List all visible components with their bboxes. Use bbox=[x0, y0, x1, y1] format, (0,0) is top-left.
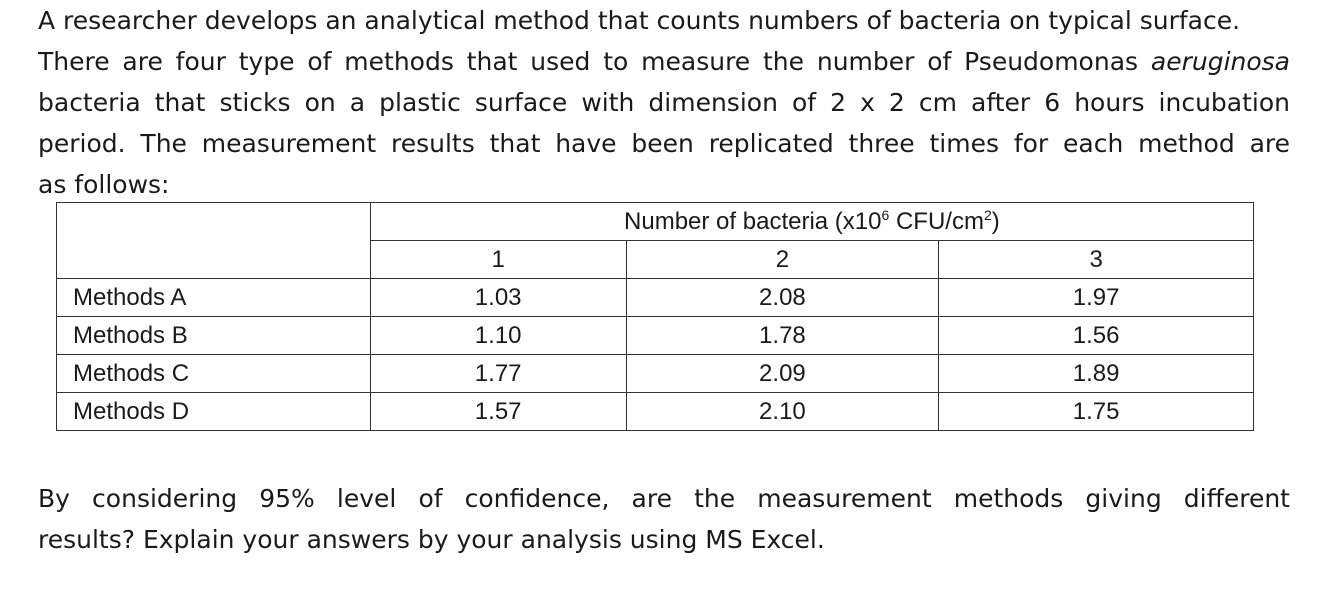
table-cell: 1.97 bbox=[938, 278, 1254, 317]
table-cell: 1.10 bbox=[369, 316, 627, 355]
replicate-header: 1 bbox=[369, 240, 627, 279]
table-row: Methods A 1.03 2.08 1.97 bbox=[56, 278, 1254, 317]
table-cell: 1.78 bbox=[625, 316, 940, 355]
table-cell: 1.57 bbox=[369, 392, 627, 431]
table-cell: 2.08 bbox=[625, 278, 940, 317]
species-name-italic: aeruginosa bbox=[1150, 47, 1290, 76]
header-unit: CFU/cm bbox=[889, 207, 984, 235]
intro-line-2: There are four type of methods that used… bbox=[38, 41, 1290, 82]
table-cell: 1.56 bbox=[938, 316, 1254, 355]
table-row: Methods C 1.77 2.09 1.89 bbox=[56, 354, 1254, 393]
question-text: By considering 95% level of confidence, … bbox=[38, 478, 1290, 560]
bacteria-count-table: Number of bacteria (x106 CFU/cm2) 1 2 3 … bbox=[56, 202, 1255, 431]
replicate-header: 3 bbox=[938, 240, 1254, 279]
problem-statement: A researcher develops an analytical meth… bbox=[38, 0, 1290, 205]
intro-line-1: A researcher develops an analytical meth… bbox=[38, 6, 1241, 35]
table-cell: 1.77 bbox=[369, 354, 627, 393]
table-cell: 2.09 bbox=[625, 354, 940, 393]
intro-line-4: period. The measurement results that hav… bbox=[38, 129, 1290, 158]
method-label: Methods B bbox=[56, 316, 371, 355]
intro-line-2-text: There are four type of methods that used… bbox=[38, 47, 1151, 76]
method-label: Methods A bbox=[56, 278, 371, 317]
table-header-row: Number of bacteria (x106 CFU/cm2) bbox=[56, 202, 1255, 279]
table-replicate-row: 1 2 3 bbox=[57, 240, 1254, 279]
table-cell: 1.89 bbox=[938, 354, 1254, 393]
header-suffix: ) bbox=[991, 207, 1000, 235]
header-prefix: Number of bacteria (x10 bbox=[624, 207, 882, 235]
table-row: Methods D 1.57 2.10 1.75 bbox=[56, 392, 1254, 431]
table-header-title: Number of bacteria (x106 CFU/cm2) bbox=[369, 202, 1255, 241]
header-exponent: 6 bbox=[881, 206, 890, 223]
method-label: Methods D bbox=[56, 392, 371, 431]
method-label: Methods C bbox=[56, 354, 371, 393]
question-line-2: results? Explain your answers by your an… bbox=[38, 525, 825, 554]
header-unit-exponent: 2 bbox=[983, 206, 992, 223]
intro-line-3: bacteria that sticks on a plastic surfac… bbox=[38, 88, 1290, 117]
table-cell: 2.10 bbox=[625, 392, 940, 431]
table-cell: 1.75 bbox=[938, 392, 1254, 431]
replicate-header: 2 bbox=[625, 240, 940, 279]
question-line-1: By considering 95% level of confidence, … bbox=[38, 484, 1290, 513]
intro-line-5: as follows: bbox=[38, 170, 170, 199]
table-corner-cell bbox=[56, 202, 371, 279]
table-row: Methods B 1.10 1.78 1.56 bbox=[56, 316, 1254, 355]
table-cell: 1.03 bbox=[369, 278, 627, 317]
